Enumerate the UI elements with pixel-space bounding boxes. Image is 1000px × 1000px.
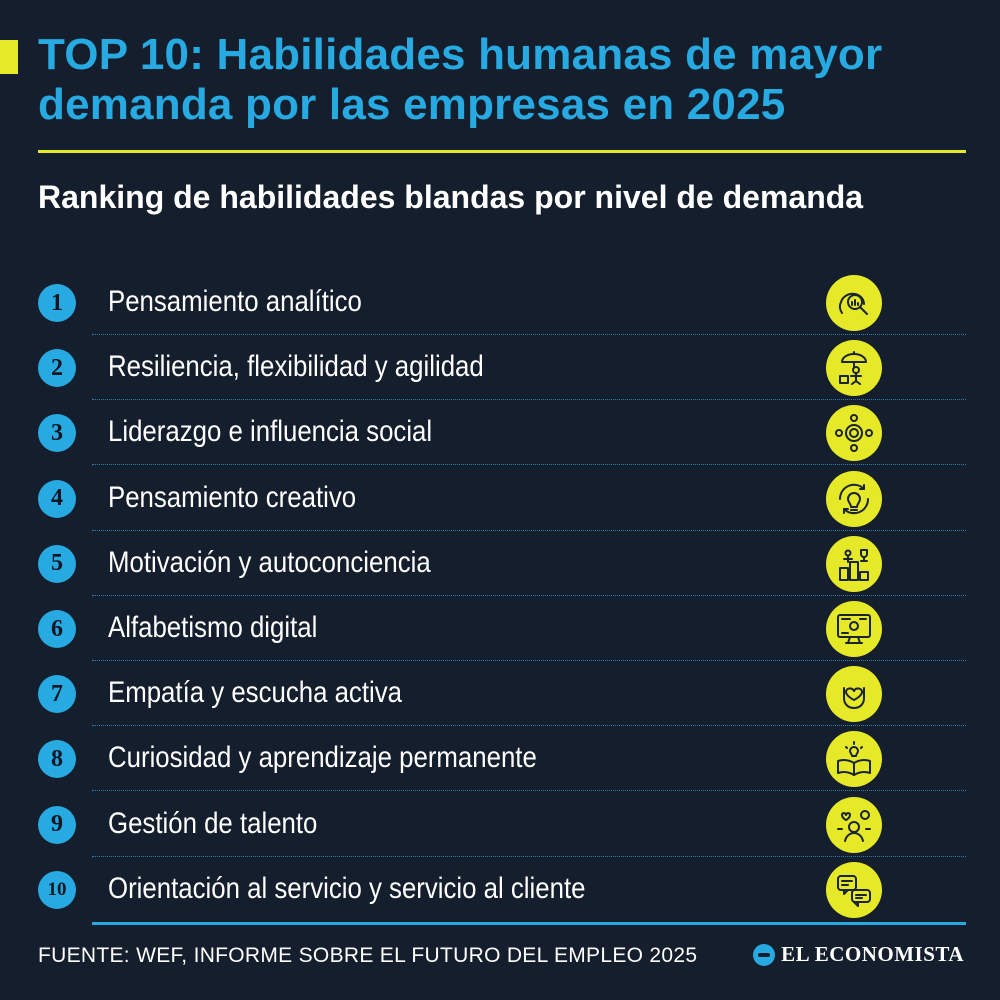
skill-label: Gestión de talento [108, 806, 318, 840]
rank-badge: 2 [38, 349, 76, 388]
row-divider [92, 399, 966, 401]
ranking-row: 8 Curiosidad y aprendizaje permanente [0, 726, 1000, 792]
title-accent-bar [0, 40, 18, 74]
rank-badge: 6 [38, 610, 76, 648]
rank-badge: 10 [38, 870, 76, 909]
ranking-row: 3 Liderazgo e influencia social [0, 400, 1000, 466]
computer-monitor-icon [826, 601, 882, 657]
ranking-row: 2 Resiliencia, flexibilidad y agilidad [0, 335, 1000, 401]
row-divider [92, 464, 966, 466]
row-divider [92, 529, 966, 531]
rank-badge: 1 [38, 284, 76, 322]
row-divider [92, 594, 966, 596]
skill-label: Pensamiento analítico [108, 285, 362, 318]
skill-label: Alfabetismo digital [108, 611, 318, 644]
ranking-row: 5 Motivación y autoconciencia [0, 531, 1000, 596]
rank-badge: 9 [38, 805, 76, 844]
brand-mark-icon [753, 943, 776, 966]
ranking-row: 6 Alfabetismo digital [0, 596, 1000, 661]
heart-hand-icon [826, 666, 882, 723]
ranking-row: 1 Pensamiento analítico [0, 270, 1000, 335]
row-divider [92, 334, 966, 335]
ranking-row: 9 Gestión de talento [0, 792, 1000, 857]
book-lightbulb-icon [826, 731, 882, 788]
skill-label: Curiosidad y aprendizaje permanente [108, 741, 537, 775]
rank-badge: 3 [38, 414, 76, 453]
source-note: FUENTE: WEF, INFORME SOBRE EL FUTURO DEL… [38, 944, 698, 967]
rank-badge: 7 [38, 675, 76, 714]
magnifier-head-icon [826, 275, 882, 331]
ranking-row: 10 Orientación al servicio y servicio al … [0, 857, 1000, 925]
customer-service-icon [826, 861, 882, 918]
row-divider [92, 660, 966, 661]
row-divider [92, 921, 966, 925]
podium-trophy-icon [826, 535, 882, 592]
page-title: TOP 10: Habilidades humanas de mayor dem… [38, 30, 883, 129]
page-subtitle: Ranking de habilidades blandas por nivel… [38, 179, 864, 215]
rank-badge: 4 [38, 479, 76, 518]
skill-label: Liderazgo e influencia social [108, 415, 433, 449]
skill-label: Pensamiento creativo [108, 480, 357, 514]
title-divider [38, 150, 966, 153]
row-divider [92, 790, 966, 792]
skill-label: Resiliencia, flexibilidad y agilidad [108, 350, 484, 384]
talent-management-icon [826, 796, 882, 853]
umbrella-person-icon [826, 340, 882, 397]
skill-label: Orientación al servicio y servicio al cl… [108, 871, 586, 905]
brand-logo: EL ECONOMISTA [753, 942, 964, 967]
people-network-icon [826, 405, 882, 462]
skill-label: Motivación y autoconciencia [108, 545, 431, 579]
row-divider [92, 725, 966, 727]
rank-badge: 5 [38, 544, 76, 583]
skill-label: Empatía y escucha activa [108, 676, 402, 710]
row-divider [92, 855, 966, 857]
rank-badge: 8 [38, 740, 76, 779]
ranking-row: 7 Empatía y escucha activa [0, 661, 1000, 727]
brand-name: EL ECONOMISTA [781, 942, 964, 966]
ranking-row: 4 Pensamiento creativo [0, 466, 1000, 531]
lightbulb-gear-icon [826, 470, 882, 527]
